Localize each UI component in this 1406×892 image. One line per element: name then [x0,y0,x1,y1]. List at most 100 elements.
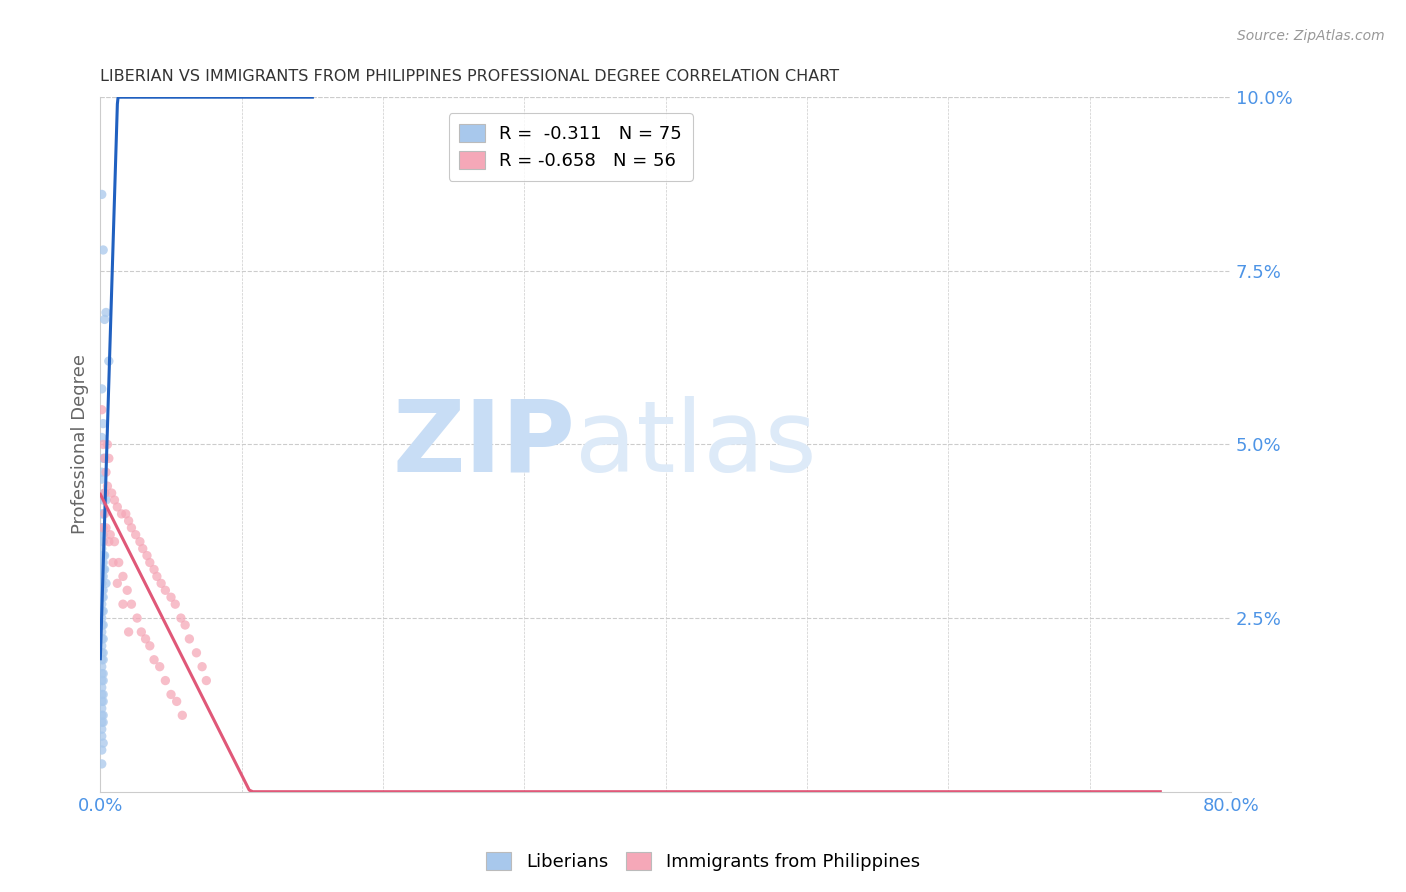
Text: LIBERIAN VS IMMIGRANTS FROM PHILIPPINES PROFESSIONAL DEGREE CORRELATION CHART: LIBERIAN VS IMMIGRANTS FROM PHILIPPINES … [100,69,839,84]
Point [90,521,112,535]
Point [91,736,114,750]
Legend: R =  -0.311   N = 75, R = -0.658   N = 56: R = -0.311 N = 75, R = -0.658 N = 56 [449,113,693,181]
Point [91,715,114,730]
Point [94,521,117,535]
Point [91,507,114,521]
Point [143,653,166,667]
Point [91,632,114,646]
Point [90,611,112,625]
Point [91,437,114,451]
Point [105,500,128,514]
Point [90,521,112,535]
Point [149,659,172,673]
Point [91,653,114,667]
Point [94,465,117,479]
Point [90,618,112,632]
Point [94,493,117,508]
Point [166,694,188,708]
Point [100,486,122,500]
Y-axis label: Professional Degree: Professional Degree [72,354,89,534]
Point [91,549,114,563]
Point [90,541,112,556]
Point [90,688,112,702]
Point [90,576,112,591]
Point [93,549,115,563]
Point [91,569,114,583]
Point [90,402,112,417]
Point [90,527,112,541]
Point [90,701,112,715]
Legend: Liberians, Immigrants from Philippines: Liberians, Immigrants from Philippines [479,845,927,879]
Point [90,729,112,743]
Point [96,437,118,451]
Point [90,722,112,736]
Text: atlas: atlas [575,396,817,493]
Point [174,618,197,632]
Point [139,556,162,570]
Text: Source: ZipAtlas.com: Source: ZipAtlas.com [1237,29,1385,43]
Point [90,632,112,646]
Point [120,597,142,611]
Point [93,451,115,466]
Point [90,715,112,730]
Point [91,604,114,618]
Point [91,451,114,466]
Point [90,562,112,576]
Point [90,507,112,521]
Point [143,562,166,576]
Point [94,305,117,319]
Point [91,527,114,541]
Point [91,493,114,508]
Point [97,354,120,368]
Point [91,666,114,681]
Point [155,673,177,688]
Point [93,562,115,576]
Point [101,556,124,570]
Point [91,708,114,723]
Point [90,659,112,673]
Point [97,534,120,549]
Point [90,583,112,598]
Point [91,646,114,660]
Point [91,521,114,535]
Point [98,527,121,541]
Point [125,527,148,541]
Point [90,382,112,396]
Point [93,312,115,326]
Point [114,507,136,521]
Point [91,694,114,708]
Point [90,624,112,639]
Point [111,569,134,583]
Point [170,611,193,625]
Point [131,624,153,639]
Point [115,583,138,598]
Point [132,541,155,556]
Point [90,756,112,771]
Point [195,673,218,688]
Point [91,562,114,576]
Point [91,534,114,549]
Point [91,618,114,632]
Point [90,549,112,563]
Point [91,556,114,570]
Point [135,632,157,646]
Point [90,472,112,486]
Point [117,624,139,639]
Point [105,576,128,591]
Point [165,597,187,611]
Point [91,688,114,702]
Point [160,591,183,605]
Point [186,646,208,660]
Point [172,708,194,723]
Point [91,534,114,549]
Point [136,549,159,563]
Point [90,569,112,583]
Point [90,604,112,618]
Point [91,417,114,431]
Point [91,591,114,605]
Point [129,534,152,549]
Point [90,430,112,444]
Point [127,611,149,625]
Point [91,673,114,688]
Point [97,451,120,466]
